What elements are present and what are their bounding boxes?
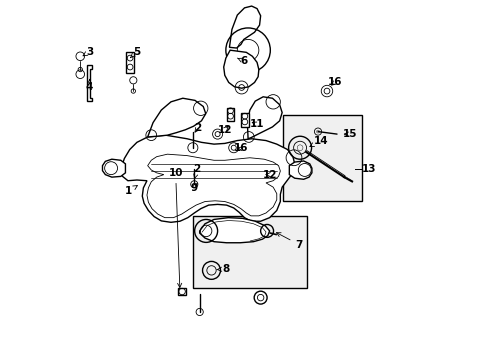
Polygon shape [229, 6, 260, 48]
Polygon shape [147, 98, 205, 137]
Text: 2: 2 [193, 164, 201, 179]
Text: 16: 16 [233, 143, 247, 153]
Polygon shape [226, 108, 234, 121]
Polygon shape [247, 97, 282, 139]
Polygon shape [147, 154, 280, 218]
Text: 10: 10 [168, 168, 183, 288]
Text: 1: 1 [124, 185, 137, 197]
Text: 13: 13 [362, 164, 376, 174]
Text: 12: 12 [217, 125, 231, 135]
Polygon shape [289, 161, 311, 179]
Text: 5: 5 [130, 46, 140, 58]
Polygon shape [121, 135, 294, 222]
Text: 3: 3 [83, 46, 93, 57]
Text: 8: 8 [216, 264, 229, 274]
Text: 7: 7 [276, 233, 302, 249]
Polygon shape [199, 218, 269, 243]
Text: 15: 15 [343, 129, 357, 139]
Text: 4: 4 [86, 80, 93, 93]
Text: 11: 11 [249, 120, 264, 129]
Polygon shape [102, 159, 125, 177]
Text: 9: 9 [190, 183, 197, 193]
Polygon shape [178, 288, 186, 296]
Text: 2: 2 [194, 123, 201, 133]
Text: 14: 14 [309, 136, 328, 147]
Polygon shape [223, 50, 258, 88]
Text: 6: 6 [237, 56, 247, 66]
Polygon shape [241, 113, 248, 127]
Polygon shape [87, 65, 92, 101]
Polygon shape [126, 51, 134, 73]
Bar [283, 115, 362, 201]
Text: 12: 12 [262, 170, 276, 180]
Text: 16: 16 [327, 77, 342, 87]
Bar [192, 216, 306, 288]
